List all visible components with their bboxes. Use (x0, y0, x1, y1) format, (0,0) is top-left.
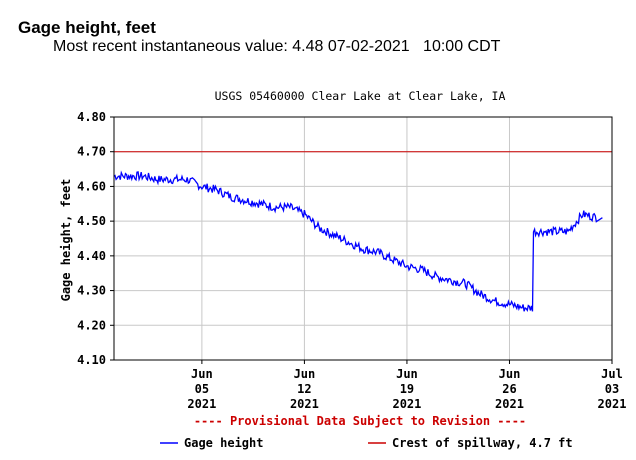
x-tick-label: 2021 (598, 397, 627, 411)
legend: Gage height Crest of spillway, 4.7 ft (160, 436, 573, 450)
recent-prefix: Most recent instantaneous value: (53, 38, 288, 55)
recent-value: 4.48 (292, 38, 324, 55)
provisional-note: ---- Provisional Data Subject to Revisio… (194, 414, 526, 428)
y-tick-label: 4.30 (77, 284, 106, 298)
plot-frame (113, 116, 613, 361)
legend-label: Gage height (184, 436, 263, 450)
x-tick-label: Jul (601, 367, 623, 381)
y-tick-label: 4.70 (77, 145, 106, 159)
x-tick-label: Jun (294, 367, 316, 381)
x-tick-label: 2021 (290, 397, 319, 411)
x-tick-label: Jun (396, 367, 418, 381)
x-tick-label: 05 (195, 382, 209, 396)
y-tick-label: 4.80 (77, 110, 106, 124)
x-tick-label: Jun (191, 367, 213, 381)
x-tick-label: 12 (297, 382, 311, 396)
chart-title: USGS 05460000 Clear Lake at Clear Lake, … (215, 89, 506, 103)
page-title: Gage height, feet (18, 18, 156, 37)
x-tick-label: 2021 (392, 397, 421, 411)
series-layer (113, 151, 612, 312)
y-axis-label: Gage height, feet (59, 179, 73, 302)
legend-label: Crest of spillway, 4.7 ft (392, 436, 573, 450)
recent-date: 07-02-2021 (327, 38, 410, 55)
x-tick-label: Jun (499, 367, 521, 381)
y-tick-label: 4.40 (77, 249, 106, 263)
most-recent-value-line: Most recent instantaneous value: 4.48 07… (53, 38, 500, 56)
y-tick-label: 4.50 (77, 214, 106, 228)
x-tick-label: 26 (502, 382, 516, 396)
y-tick-labels: 4.80 4.70 4.60 4.50 4.40 4.30 4.20 4.10 (77, 110, 114, 367)
y-tick-label: 4.10 (77, 353, 106, 367)
y-tick-label: 4.20 (77, 318, 106, 332)
y-tick-label: 4.60 (77, 179, 106, 193)
x-tick-label: 03 (605, 382, 619, 396)
recent-time: 10:00 CDT (423, 38, 501, 55)
x-tick-label: 19 (400, 382, 414, 396)
x-tick-label: 2021 (187, 397, 216, 411)
x-tick-label: 2021 (495, 397, 524, 411)
gage-height-line (113, 170, 603, 312)
x-tick-labels: Jun052021Jun122021Jun192021Jun262021Jul0… (187, 360, 626, 411)
grid-layer (114, 116, 613, 361)
